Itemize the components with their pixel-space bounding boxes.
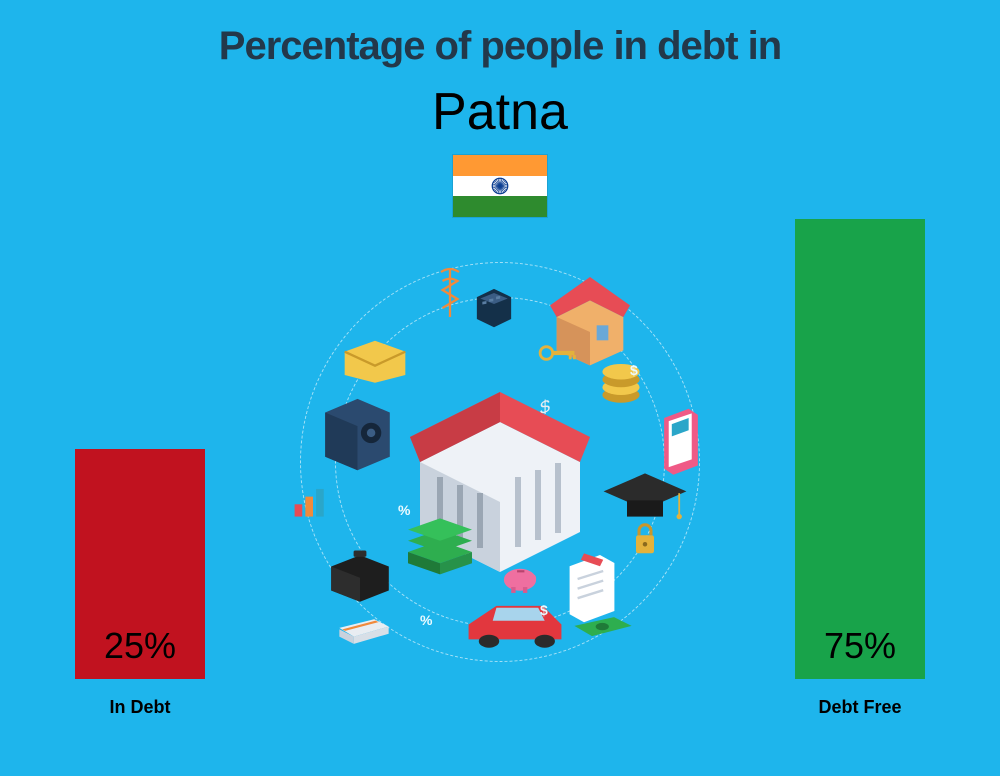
flag-stripe-saffron [453,155,547,176]
percent-symbol-icon: % [398,502,410,518]
dollar-symbol-icon: $ [540,602,548,618]
bar-in-debt: 25% [75,449,205,679]
bar-debt-free: 75% [795,219,925,679]
percent-symbol-icon: % [420,612,432,628]
flag-stripe-green [453,196,547,217]
smartphone-icon [658,402,704,480]
svg-text:$: $ [540,395,550,419]
credit-card-icon [335,614,393,652]
ashoka-chakra-icon [491,177,509,195]
bar-label-in-debt: In Debt [60,697,220,718]
coins-stack-icon [590,350,652,412]
padlock-icon [630,520,660,558]
mini-bar-chart-icon [290,482,336,522]
bar-group-debt-free: 75% Debt Free [780,219,940,718]
page-title: Percentage of people in debt in [0,24,1000,69]
safe-icon [315,387,400,472]
key-icon [538,342,580,364]
banknote-icon [570,612,636,650]
envelope-icon [340,337,410,385]
calculator-icon [470,282,518,330]
dollar-symbol-icon: $ [630,362,638,378]
briefcase-icon [320,542,400,607]
bar-value-in-debt: 25% [104,625,176,667]
cash-stack-icon [400,512,480,592]
finance-illustration: $ [280,242,720,682]
caduceus-icon [435,262,465,324]
flag-stripe-white [453,176,547,197]
bar-group-in-debt: 25% In Debt [60,449,220,718]
india-flag [452,154,548,218]
bar-label-debt-free: Debt Free [780,697,940,718]
city-subtitle: Patna [0,82,1000,142]
piggy-bank-icon [498,560,542,598]
infographic-canvas: Percentage of people in debt in Patna 25… [0,0,1000,776]
bar-value-debt-free: 75% [824,625,896,667]
